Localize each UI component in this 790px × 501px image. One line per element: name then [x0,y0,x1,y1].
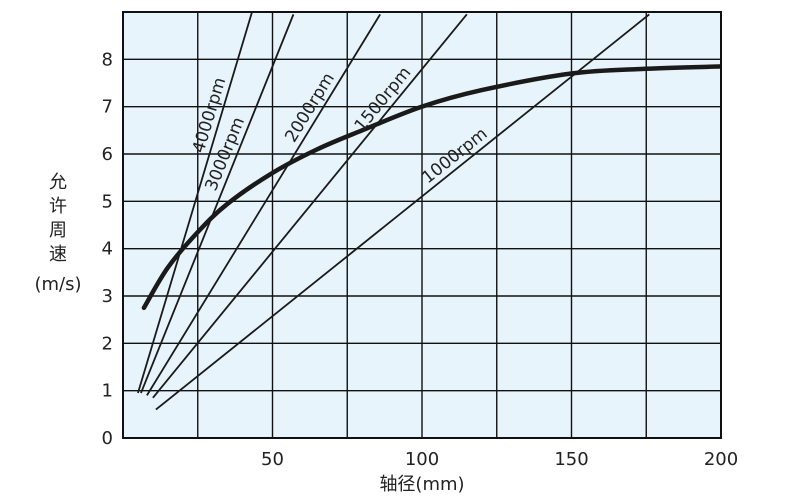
y-tick-label: 7 [102,97,113,118]
curve-layer [141,64,721,311]
y-axis-title-char: 允 [49,172,67,193]
series-line-4000rpm [137,12,253,394]
allowable-speed-curve [141,64,721,311]
series-line-2000rpm [146,13,381,396]
y-tick-label: 8 [102,49,113,70]
x-tick-label: 50 [261,449,284,470]
y-tick-label: 2 [102,333,113,354]
y-tick-label: 5 [102,191,113,212]
x-axis-title: 轴径(mm) [379,474,464,495]
y-axis-title-char: 许 [49,196,67,217]
plot-frame [122,11,722,439]
y-axis-title-char: 速 [49,244,67,265]
y-tick-label: 3 [102,286,113,307]
series-lines [137,12,650,411]
series-line-1000rpm [155,13,650,411]
y-axis-unit: (m/s) [34,274,81,295]
series-line-3000rpm [140,14,295,394]
y-tick-label: 4 [102,239,113,260]
x-tick-label: 200 [704,449,738,470]
y-tick-labels: 0 1 2 3 4 5 6 7 8 [102,49,113,449]
x-tick-label: 150 [554,449,588,470]
series-line-1500rpm [152,13,468,399]
x-tick-labels: 50 100 150 200 [261,449,738,470]
y-tick-label: 1 [102,381,113,402]
x-tick-label: 100 [405,449,439,470]
y-tick-label: 6 [102,144,113,165]
y-axis-title-char: 周 [49,220,67,241]
y-tick-label: 0 [102,428,113,449]
